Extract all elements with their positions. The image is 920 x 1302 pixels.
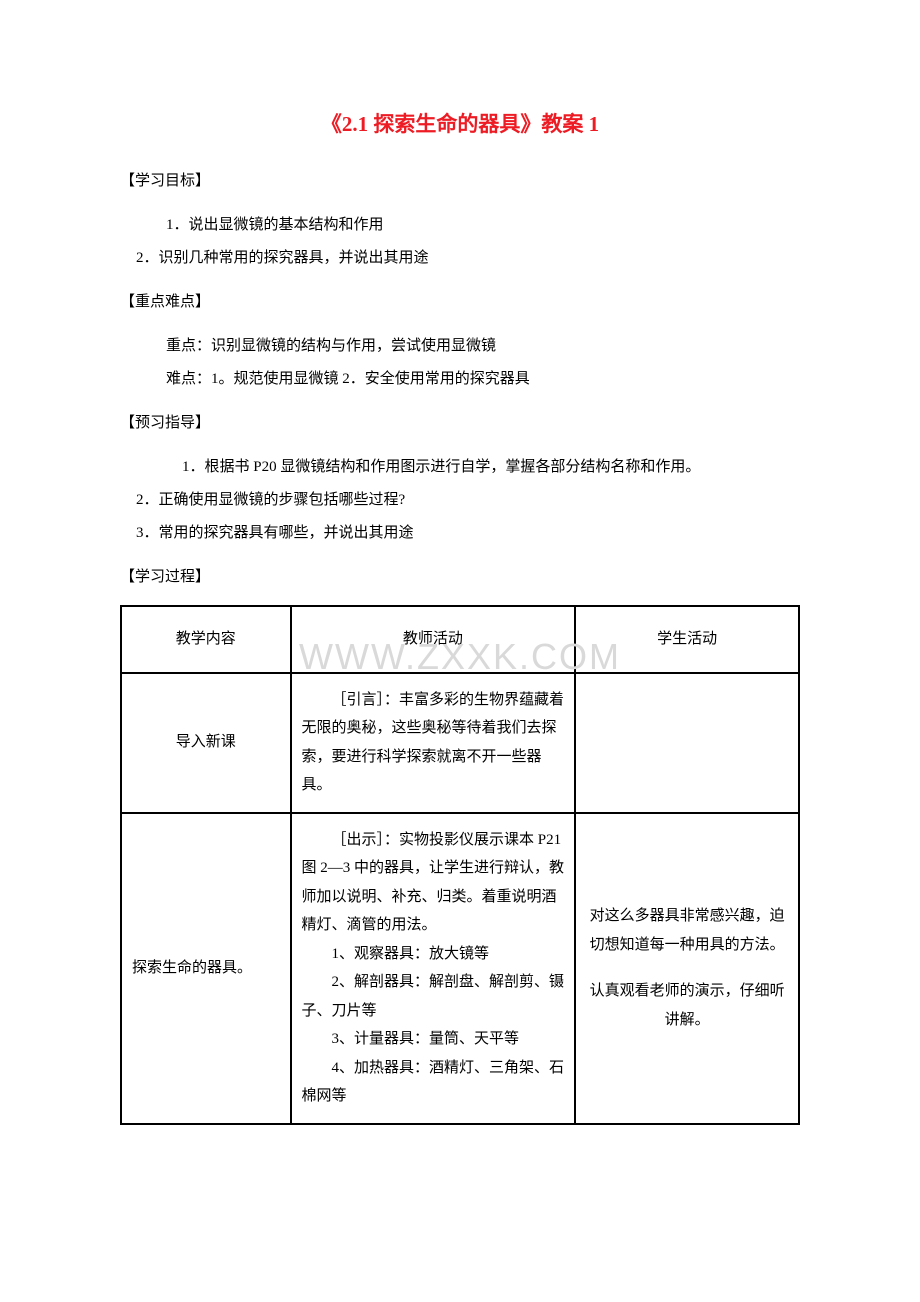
- table-row: 探索生命的器具。 ［出示］：实物投影仪展示课本 P21 图 2—3 中的器具，让…: [121, 813, 799, 1124]
- table-cell-r2c2-intro: ［出示］：实物投影仪展示课本 P21 图 2—3 中的器具，让学生进行辩认，教师…: [302, 826, 565, 940]
- objectives-heading: 【学习目标】: [120, 168, 800, 195]
- preview-heading: 【预习指导】: [120, 410, 800, 437]
- difficulties-heading: 【重点难点】: [120, 289, 800, 316]
- table-row: 导入新课 ［引言］：丰富多彩的生物界蕴藏着无限的奥秘，这些奥秘等待着我们去探索，…: [121, 673, 799, 813]
- table-cell-r2c3-p2: 认真观看老师的演示，仔细听讲解。: [586, 977, 788, 1034]
- table-cell-r2c3: 对这么多器具非常感兴趣，迫切想知道每一种用具的方法。 认真观看老师的演示，仔细听…: [575, 813, 799, 1124]
- table-header-2: 教师活动: [291, 606, 576, 673]
- table-cell-r1c1: 导入新课: [121, 673, 291, 813]
- preview-item-3: 3．常用的探究器具有哪些，并说出其用途: [120, 517, 800, 550]
- table-cell-r2c3-p1: 对这么多器具非常感兴趣，迫切想知道每一种用具的方法。: [586, 902, 788, 959]
- table-cell-r2c2: ［出示］：实物投影仪展示课本 P21 图 2—3 中的器具，让学生进行辩认，教师…: [291, 813, 576, 1124]
- objective-item-2: 2．识别几种常用的探究器具，并说出其用途: [120, 242, 800, 275]
- preview-item-2: 2．正确使用显微镜的步骤包括哪些过程?: [120, 484, 800, 517]
- table-cell-r2c2-item2: 2、解剖器具：解剖盘、解剖剪、镊子、刀片等: [302, 968, 565, 1025]
- document-title: 《2.1 探索生命的器具》教案 1: [120, 108, 800, 138]
- table-header-3: 学生活动: [575, 606, 799, 673]
- difficulty-item-2: 难点：1。规范使用显微镜 2．安全使用常用的探究器具: [120, 363, 800, 396]
- table-cell-r2c1: 探索生命的器具。: [121, 813, 291, 1124]
- table-header-row: 教学内容 教师活动 学生活动: [121, 606, 799, 673]
- lesson-table: 教学内容 教师活动 学生活动 导入新课 ［引言］：丰富多彩的生物界蕴藏着无限的奥…: [120, 605, 800, 1125]
- table-cell-r2c2-item4: 4、加热器具：酒精灯、三角架、石棉网等: [302, 1054, 565, 1111]
- table-header-1: 教学内容: [121, 606, 291, 673]
- table-cell-r1c3: [575, 673, 799, 813]
- table-cell-r1c2-text: ［引言］：丰富多彩的生物界蕴藏着无限的奥秘，这些奥秘等待着我们去探索，要进行科学…: [302, 686, 565, 800]
- process-heading: 【学习过程】: [120, 564, 800, 591]
- table-cell-r2c2-item3: 3、计量器具：量筒、天平等: [302, 1025, 565, 1054]
- difficulty-item-1: 重点：识别显微镜的结构与作用，尝试使用显微镜: [120, 330, 800, 363]
- objective-item-1: 1．说出显微镜的基本结构和作用: [120, 209, 800, 242]
- page-root: WWW.ZXXK.COM 《2.1 探索生命的器具》教案 1 【学习目标】 1．…: [0, 0, 920, 1185]
- preview-item-1: 1．根据书 P20 显微镜结构和作用图示进行自学，掌握各部分结构名称和作用。: [120, 451, 800, 484]
- table-cell-r2c2-item1: 1、观察器具：放大镜等: [302, 940, 565, 969]
- table-cell-r1c2: ［引言］：丰富多彩的生物界蕴藏着无限的奥秘，这些奥秘等待着我们去探索，要进行科学…: [291, 673, 576, 813]
